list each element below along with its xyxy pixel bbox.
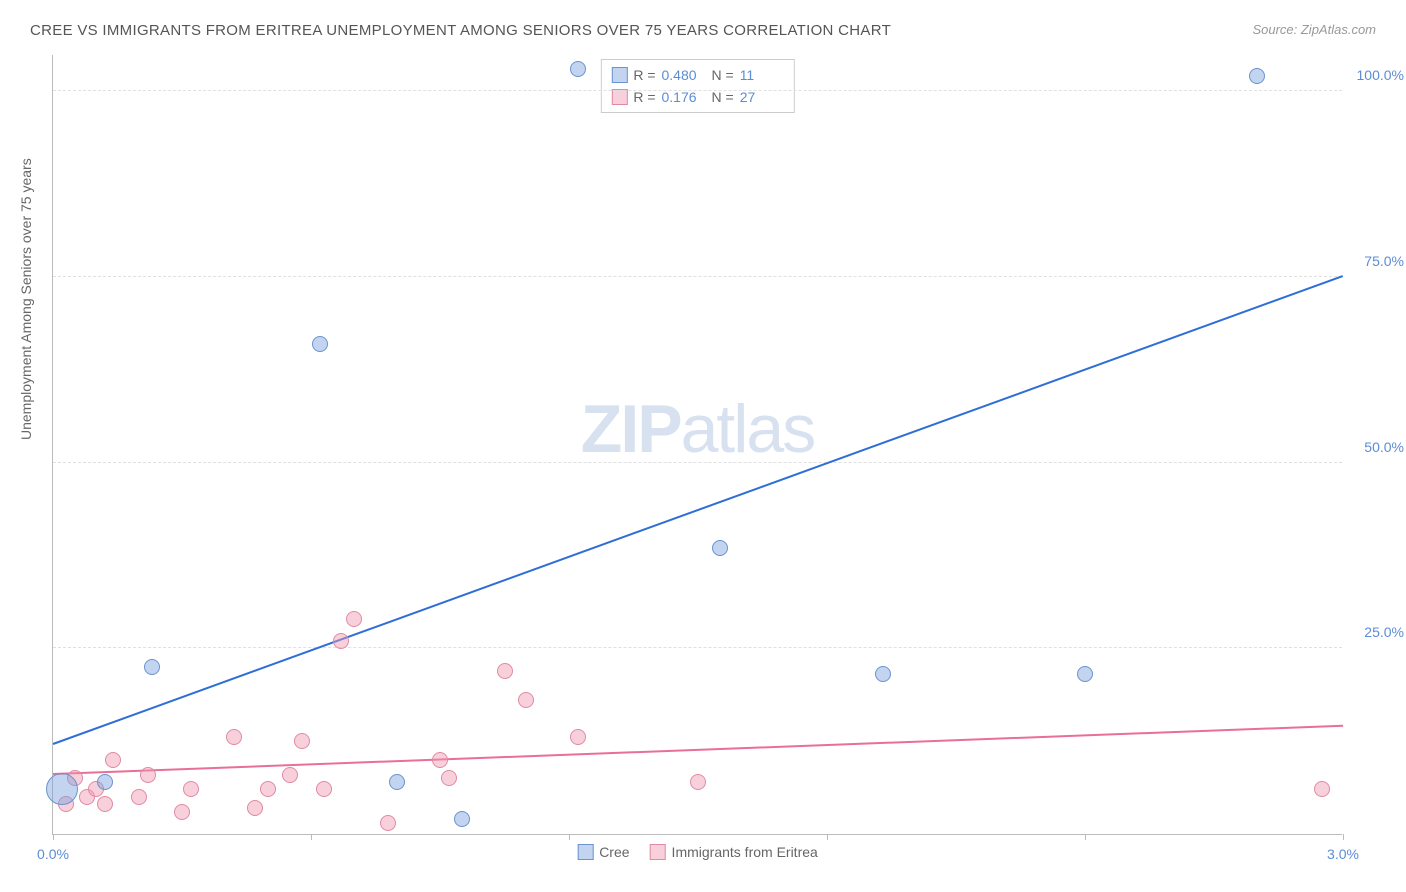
eritrea-point	[282, 767, 298, 783]
legend-label-eritrea: Immigrants from Eritrea	[672, 844, 818, 860]
eritrea-point	[432, 752, 448, 768]
gridline	[53, 276, 1342, 277]
x-tick	[53, 834, 54, 840]
legend-series: Cree Immigrants from Eritrea	[577, 844, 818, 860]
x-tick	[1343, 834, 1344, 840]
eritrea-point	[260, 781, 276, 797]
eritrea-point	[333, 633, 349, 649]
eritrea-point	[174, 804, 190, 820]
eritrea-point	[441, 770, 457, 786]
swatch-cree-icon	[611, 67, 627, 83]
cree-point	[312, 336, 328, 352]
eritrea-point	[690, 774, 706, 790]
gridline	[53, 647, 1342, 648]
eritrea-point	[380, 815, 396, 831]
cree-point	[712, 540, 728, 556]
x-tick-label: 3.0%	[1327, 846, 1359, 862]
cree-point	[1077, 666, 1093, 682]
cree-point	[875, 666, 891, 682]
swatch-cree-icon	[577, 844, 593, 860]
eritrea-point	[97, 796, 113, 812]
eritrea-point	[183, 781, 199, 797]
legend-item-cree: Cree	[577, 844, 629, 860]
y-axis-label: Unemployment Among Seniors over 75 years	[18, 158, 34, 440]
watermark-zip: ZIP	[581, 391, 681, 467]
eritrea-point	[131, 789, 147, 805]
legend-label-cree: Cree	[599, 844, 629, 860]
x-tick	[569, 834, 570, 840]
r-label: R =	[633, 64, 655, 86]
eritrea-point	[316, 781, 332, 797]
trend-line	[53, 724, 1343, 774]
cree-point	[570, 61, 586, 77]
cree-point	[1249, 68, 1265, 84]
n-label: N =	[712, 64, 734, 86]
cree-point	[389, 774, 405, 790]
cree-point	[46, 773, 78, 805]
eritrea-point	[294, 733, 310, 749]
legend-item-eritrea: Immigrants from Eritrea	[650, 844, 818, 860]
gridline	[53, 90, 1342, 91]
y-tick-label: 75.0%	[1364, 253, 1404, 269]
cree-point	[97, 774, 113, 790]
y-tick-label: 100.0%	[1357, 67, 1404, 83]
x-tick	[311, 834, 312, 840]
eritrea-point	[346, 611, 362, 627]
x-tick	[827, 834, 828, 840]
legend-correlation: R = 0.480 N = 11 R = 0.176 N = 27	[600, 59, 794, 113]
trend-line	[53, 275, 1344, 745]
eritrea-point	[105, 752, 121, 768]
watermark-atlas: atlas	[681, 391, 815, 467]
y-tick-label: 25.0%	[1364, 624, 1404, 640]
eritrea-point	[570, 729, 586, 745]
cree-point	[144, 659, 160, 675]
x-tick-label: 0.0%	[37, 846, 69, 862]
gridline	[53, 462, 1342, 463]
plot-area: ZIPatlas R = 0.480 N = 11 R = 0.176 N = …	[52, 55, 1342, 835]
eritrea-point	[226, 729, 242, 745]
eritrea-point	[518, 692, 534, 708]
swatch-eritrea-icon	[650, 844, 666, 860]
legend-row-cree: R = 0.480 N = 11	[611, 64, 783, 86]
chart-title: CREE VS IMMIGRANTS FROM ERITREA UNEMPLOY…	[30, 22, 891, 39]
swatch-eritrea-icon	[611, 89, 627, 105]
watermark: ZIPatlas	[581, 390, 814, 468]
eritrea-point	[140, 767, 156, 783]
cree-point	[454, 811, 470, 827]
eritrea-point	[247, 800, 263, 816]
eritrea-point	[497, 663, 513, 679]
eritrea-point	[1314, 781, 1330, 797]
r-value-cree: 0.480	[662, 64, 706, 86]
y-tick-label: 50.0%	[1364, 439, 1404, 455]
source-attribution: Source: ZipAtlas.com	[1252, 22, 1376, 37]
n-value-cree: 11	[740, 64, 784, 86]
x-tick	[1085, 834, 1086, 840]
